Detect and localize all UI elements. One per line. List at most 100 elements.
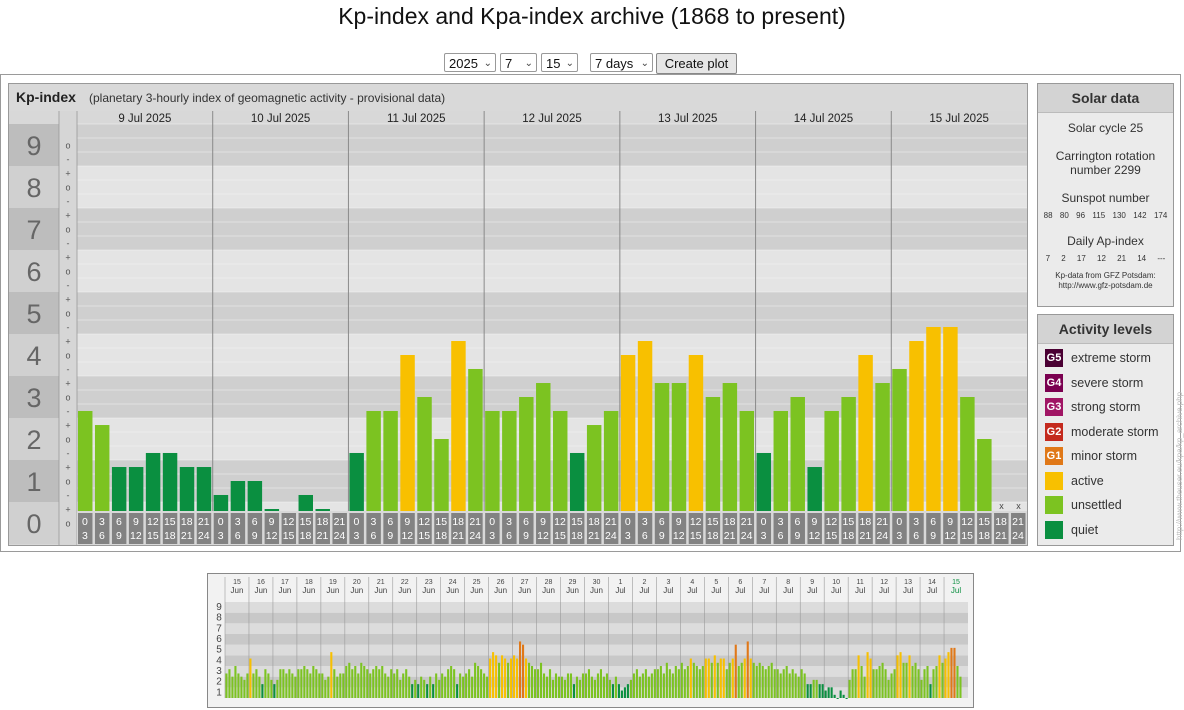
overview-bar	[545, 676, 549, 698]
overview-day-label: 23	[425, 579, 433, 586]
missing-mark: x	[1016, 501, 1021, 511]
overview-day-label: 27	[521, 579, 529, 586]
overview-bar	[408, 676, 411, 698]
y-tick-label: 5	[26, 299, 41, 329]
day-select[interactable]: 15 ⌄	[541, 53, 578, 72]
hour-end-label: 3	[218, 530, 224, 542]
overview-bar	[339, 673, 342, 698]
minor-mark: +	[65, 379, 70, 389]
overview-bar	[267, 673, 270, 698]
hour-end-label: 6	[99, 530, 105, 542]
activity-level-item: G1 minor storm	[1045, 447, 1137, 465]
y-band	[9, 376, 59, 418]
overview-day-label: 9	[810, 579, 814, 586]
overview-bar	[237, 673, 240, 698]
plot-band	[77, 404, 1027, 419]
overview-bar	[854, 669, 857, 698]
solar-data-title: Solar data	[1038, 84, 1173, 113]
kp-bar	[366, 410, 381, 523]
overview-day-label: 15	[952, 579, 960, 586]
overview-month-label: Jul	[615, 586, 625, 595]
kp-bar	[790, 397, 805, 523]
overview-bar	[857, 655, 860, 698]
activity-level-label: quiet	[1071, 522, 1099, 537]
overview-bar	[632, 673, 635, 698]
overview-bar	[450, 666, 453, 698]
overview-bar	[824, 690, 827, 698]
range-select[interactable]: 7 days ⌄	[590, 53, 653, 72]
hour-cell	[586, 513, 602, 544]
overview-bar	[246, 673, 249, 698]
overview-month-label: Jul	[951, 586, 961, 595]
kp-bar	[434, 439, 449, 523]
hour-cell	[366, 513, 381, 544]
overview-bar	[947, 652, 950, 698]
hour-start-label: 6	[795, 516, 801, 528]
overview-bar	[324, 679, 327, 698]
hour-end-label: 15	[826, 530, 838, 542]
overview-bar	[527, 662, 531, 698]
data-source-url[interactable]: http://www.gfz-potsdam.de	[1058, 281, 1153, 290]
hour-cell	[892, 513, 907, 544]
overview-bar	[896, 655, 899, 698]
overview-bar	[288, 669, 291, 698]
hour-end-label: 21	[995, 530, 1007, 542]
overview-bar	[887, 679, 890, 698]
overview-bar	[539, 662, 543, 698]
hour-cell	[637, 513, 653, 544]
hour-start-label: 3	[506, 516, 512, 528]
hour-start-label: 0	[625, 516, 631, 528]
kp-bar	[349, 452, 364, 523]
hour-end-label: 18	[164, 530, 176, 542]
overview-bar	[785, 666, 788, 698]
overview-bar	[770, 662, 773, 698]
overview-day-label: 24	[449, 579, 457, 586]
hour-cell	[620, 513, 636, 544]
kp-bar	[841, 397, 856, 523]
hour-cell	[654, 513, 670, 544]
minor-mark: o	[65, 435, 70, 445]
hour-end-label: 3	[625, 530, 631, 542]
overview-day-label: 8	[786, 579, 790, 586]
sunspot-values: 88 80 96 115 130 142 174	[1038, 211, 1173, 220]
overview-bar	[318, 673, 321, 698]
overview-bar	[330, 652, 333, 698]
overview-bar	[321, 673, 324, 698]
overview-bar	[405, 669, 408, 698]
hour-end-label: 24	[469, 530, 481, 542]
overview-bar	[563, 679, 567, 698]
overview-bar	[273, 684, 276, 698]
overview-bar	[300, 669, 303, 698]
overview-month-label: Jun	[494, 586, 507, 595]
overview-month-label: Jul	[927, 586, 937, 595]
overview-bar	[749, 658, 752, 698]
overview-bar	[438, 679, 441, 698]
overview-bar	[623, 687, 626, 698]
minor-mark: +	[65, 169, 70, 179]
overview-bar	[938, 655, 941, 698]
overview-band	[225, 666, 968, 677]
kp-header: Kp-index (planetary 3-hourly index of ge…	[9, 84, 1027, 111]
overview-y-tick: 3	[216, 666, 222, 677]
year-select[interactable]: 2025 ⌄	[444, 53, 496, 72]
kp-bar	[586, 425, 602, 523]
hour-end-label: 6	[642, 530, 648, 542]
hour-end-label: 18	[571, 530, 583, 542]
overview-bar	[411, 684, 414, 698]
month-select[interactable]: 7 ⌄	[500, 53, 537, 72]
hour-cell	[739, 513, 755, 544]
overview-bar	[815, 679, 818, 698]
chevron-down-icon: ⌄	[640, 58, 649, 69]
activity-level-item: G2 moderate storm	[1045, 422, 1159, 441]
create-plot-button[interactable]: Create plot	[656, 53, 737, 74]
hour-start-label: 0	[353, 516, 359, 528]
minor-mark: o	[65, 267, 70, 277]
overview-bar	[234, 666, 237, 698]
overview-month-label: Jun	[374, 586, 387, 595]
minor-mark: +	[65, 295, 70, 305]
sunspot-value: 88	[1043, 211, 1053, 220]
hour-end-label: 15	[283, 530, 295, 542]
overview-month-label: Jul	[807, 586, 817, 595]
kp-bar	[145, 452, 161, 523]
overview-day-label: 21	[377, 579, 385, 586]
